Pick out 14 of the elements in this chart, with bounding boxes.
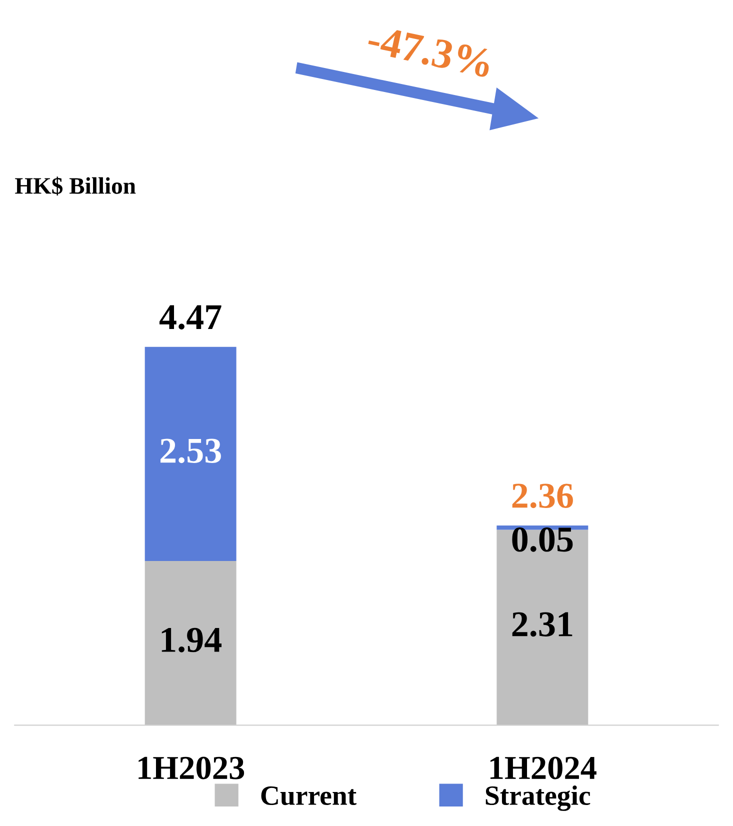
text: HK$ Billion	[15, 176, 136, 196]
data-label: 2.31	[512, 612, 572, 637]
bar	[144, 561, 236, 726]
data-label: 1.94	[162, 628, 222, 652]
total-label: 4.47	[159, 305, 222, 330]
data-label: 2.53	[160, 438, 221, 464]
bar	[144, 346, 236, 562]
x-tick-label: 1H2024	[490, 756, 596, 780]
x-tick-label: 1H2023	[138, 756, 244, 780]
data-label: 0.05	[512, 527, 573, 552]
total-label: 2.36	[512, 484, 573, 508]
legend-label: Strategic	[486, 786, 590, 811]
text: -47.3%	[366, 24, 493, 78]
legend-label: Current	[261, 786, 356, 806]
